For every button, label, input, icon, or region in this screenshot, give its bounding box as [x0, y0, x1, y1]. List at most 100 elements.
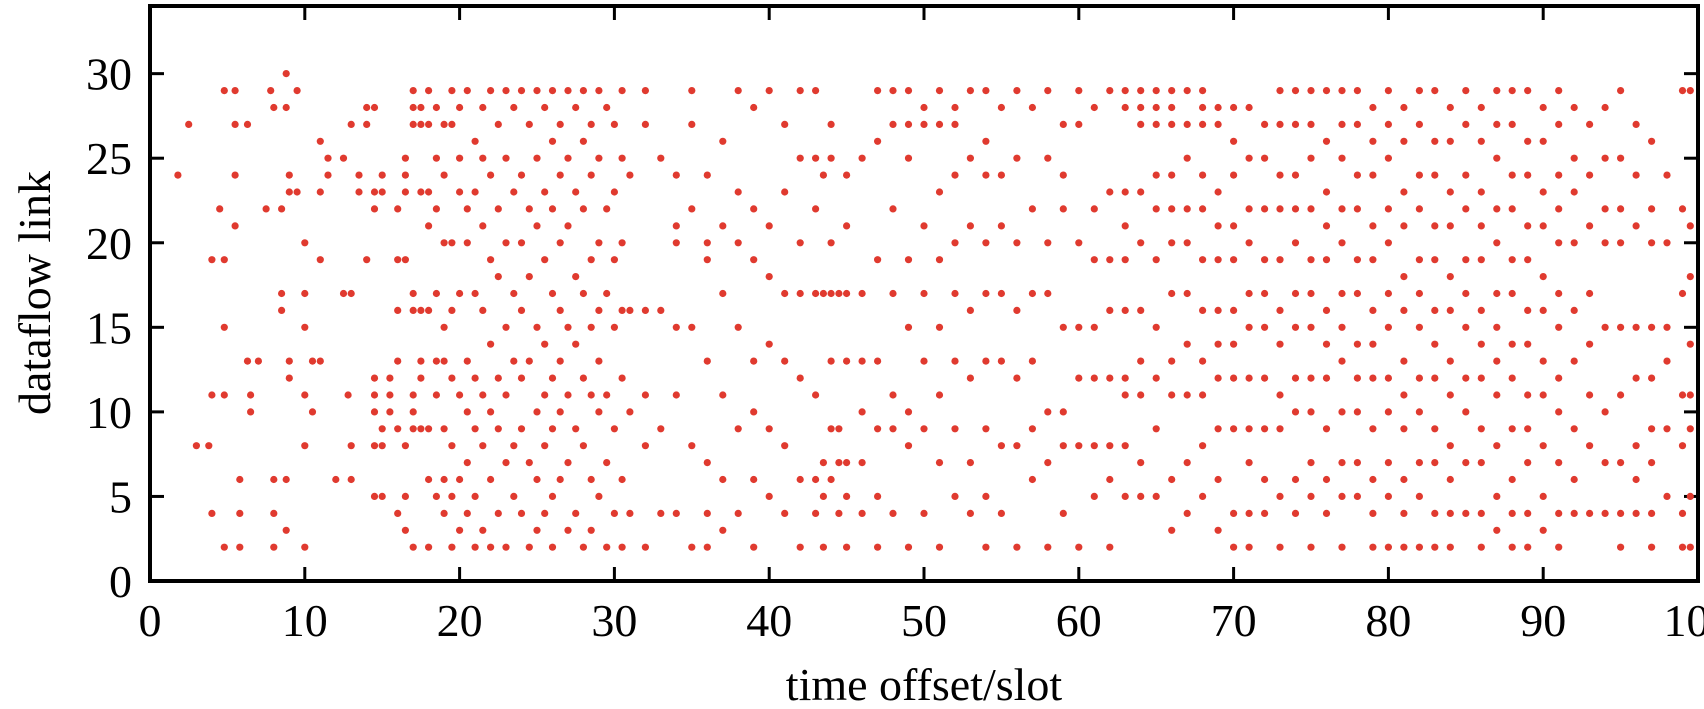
data-point	[1601, 154, 1609, 162]
data-point	[827, 239, 835, 247]
data-point	[997, 509, 1006, 517]
data-point	[1400, 188, 1408, 196]
data-point	[564, 526, 572, 534]
data-point	[1230, 543, 1238, 551]
data-point	[1524, 171, 1532, 179]
data-point	[1121, 222, 1129, 230]
data-point	[1245, 374, 1253, 382]
data-point	[1617, 391, 1625, 399]
data-point	[1384, 205, 1392, 213]
data-point	[719, 137, 727, 145]
data-point	[517, 171, 526, 179]
data-point	[556, 171, 564, 179]
data-point	[1106, 306, 1114, 314]
data-point	[812, 205, 820, 213]
data-point	[1400, 137, 1408, 145]
data-point	[587, 475, 595, 484]
data-point	[564, 154, 572, 162]
data-point	[796, 374, 804, 382]
data-point	[1199, 120, 1207, 128]
data-point	[487, 340, 495, 348]
data-point	[889, 509, 897, 517]
data-point	[1462, 459, 1470, 467]
data-point	[750, 103, 758, 112]
data-point	[1632, 171, 1640, 179]
data-point	[308, 408, 317, 416]
data-point	[205, 442, 213, 450]
data-point	[1663, 425, 1671, 433]
data-point	[456, 188, 464, 196]
data-point	[1152, 171, 1160, 179]
data-point	[425, 475, 433, 484]
data-point	[858, 154, 866, 162]
data-point	[1400, 103, 1408, 112]
data-point	[1570, 103, 1578, 112]
data-point	[1648, 239, 1656, 247]
data-point	[1090, 442, 1098, 450]
data-point	[1493, 205, 1501, 213]
x-tick-label: 10	[282, 595, 328, 646]
data-point	[344, 391, 352, 399]
data-point	[208, 391, 216, 399]
data-point	[355, 188, 363, 196]
data-point	[1415, 289, 1423, 298]
data-point	[595, 239, 603, 247]
data-point	[1477, 543, 1485, 551]
data-point	[966, 87, 975, 95]
data-point	[370, 391, 379, 399]
data-point	[285, 171, 293, 179]
data-point	[1307, 120, 1315, 128]
data-point	[1586, 391, 1594, 399]
data-point	[456, 391, 464, 399]
data-point	[517, 425, 526, 433]
data-point	[1106, 256, 1114, 264]
data-point	[278, 306, 286, 314]
data-point	[231, 120, 239, 128]
data-point	[1462, 323, 1470, 331]
data-point	[425, 543, 433, 551]
data-point	[858, 289, 866, 298]
data-point	[572, 340, 580, 348]
data-point	[1570, 188, 1578, 196]
data-point	[672, 391, 680, 399]
data-point	[920, 103, 928, 112]
data-point	[1400, 425, 1408, 433]
data-point	[1524, 391, 1532, 399]
data-point	[564, 459, 572, 467]
data-point	[1570, 425, 1578, 433]
data-point	[1245, 323, 1253, 331]
data-point	[324, 171, 332, 179]
x-tick-label: 50	[901, 595, 947, 646]
data-point	[363, 103, 371, 112]
data-point	[1446, 509, 1454, 517]
data-point	[688, 442, 696, 450]
data-point	[355, 171, 363, 179]
data-point	[1431, 340, 1439, 348]
data-point	[1555, 323, 1563, 331]
data-point	[719, 391, 727, 399]
data-point	[1648, 205, 1656, 213]
data-point	[1508, 475, 1516, 484]
data-point	[1477, 374, 1485, 382]
data-point	[1369, 256, 1377, 264]
data-point	[1384, 323, 1392, 331]
data-point	[1508, 340, 1516, 348]
data-point	[220, 543, 228, 551]
data-point	[1539, 222, 1547, 230]
data-point	[579, 289, 588, 298]
data-point	[595, 408, 603, 416]
data-point	[1632, 222, 1640, 230]
data-point	[432, 492, 440, 500]
data-point	[1415, 374, 1423, 382]
data-point	[796, 543, 804, 551]
data-point	[220, 323, 228, 331]
data-point	[243, 357, 252, 365]
data-point	[1075, 374, 1083, 382]
data-point	[1245, 205, 1253, 213]
data-point	[1353, 120, 1361, 128]
data-point	[765, 425, 773, 433]
data-point	[951, 492, 959, 500]
data-point	[487, 543, 495, 551]
data-point	[843, 357, 851, 365]
data-point	[641, 87, 650, 95]
